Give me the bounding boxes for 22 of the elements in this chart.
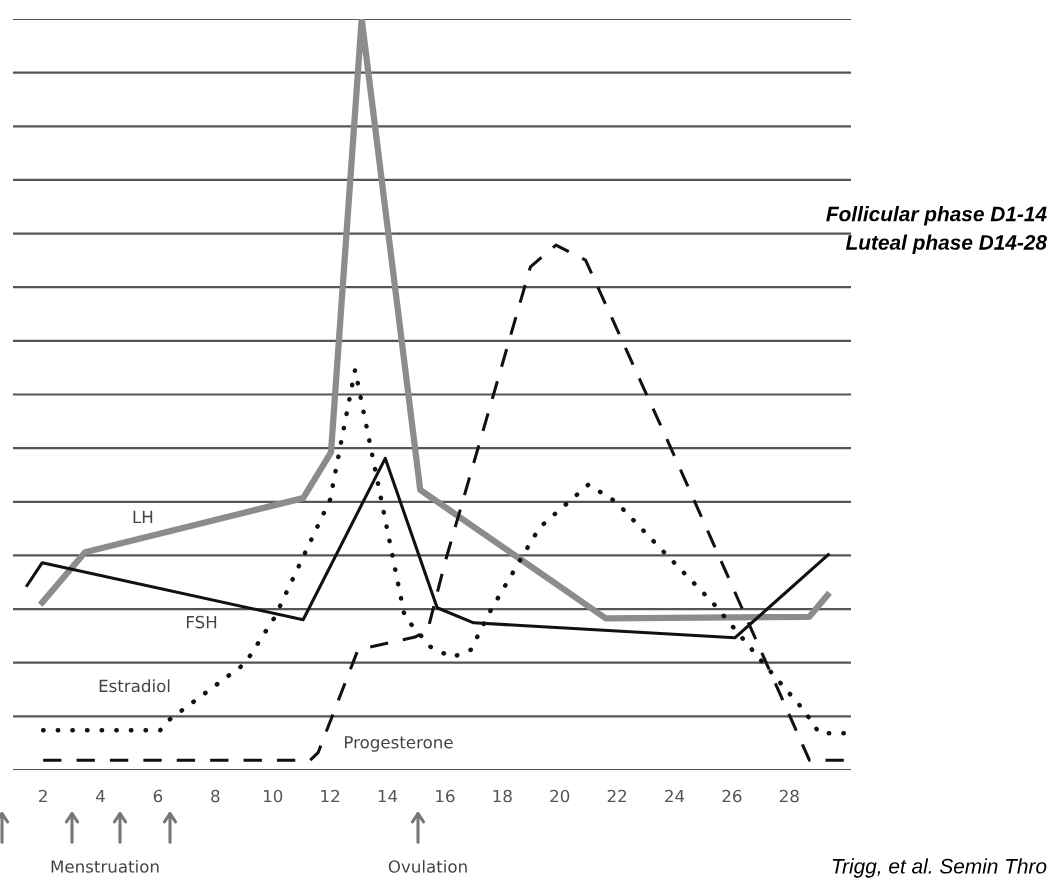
series-label: Progesterone [345, 736, 453, 752]
x-tick-label: 12 [321, 789, 340, 803]
series-label: LH [133, 510, 153, 524]
x-tick-label: 26 [722, 789, 742, 803]
x-tick-label: 2 [39, 789, 47, 803]
x-tick-label: 8 [211, 789, 220, 803]
text: Menstruation [51, 859, 159, 873]
text: Trigg, et al. Semin Thro [832, 858, 1047, 878]
x-tick-label: 18 [493, 789, 512, 803]
series-label: FSH [186, 615, 217, 629]
annotation: Follicular phase D1-14 Luteal phase D14-28 [826, 206, 1047, 254]
x-tick-label: 20 [550, 789, 570, 803]
x-tick-label: 16 [436, 789, 455, 803]
series-label: Estradiol [99, 679, 170, 693]
x-tick-label: 22 [607, 789, 627, 803]
x-tick-label: 28 [779, 789, 799, 803]
x-tick-label: 6 [153, 789, 163, 803]
x-tick-label: 24 [665, 789, 685, 803]
x-tick-label: 4 [96, 789, 105, 803]
x-tick-label: 14 [378, 789, 398, 803]
x-tick-label: 10 [263, 789, 283, 803]
text: Ovulation [388, 859, 467, 873]
